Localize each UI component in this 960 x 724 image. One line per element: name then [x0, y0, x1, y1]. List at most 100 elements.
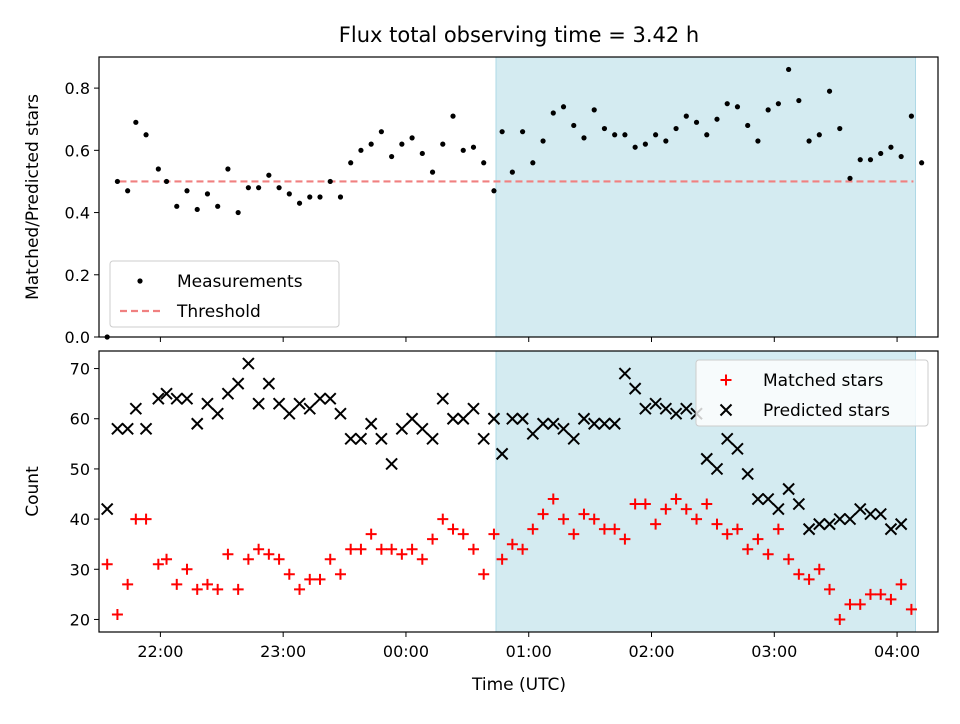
legend: Measurements Threshold — [109, 260, 340, 328]
data-point — [385, 457, 398, 471]
data-point — [826, 88, 833, 94]
data-point — [125, 188, 131, 194]
data-point — [242, 553, 254, 565]
legend-box — [695, 359, 929, 427]
highlight-span — [495, 56, 916, 338]
data-point — [782, 482, 795, 496]
legend-swatch — [137, 278, 143, 284]
plot-frame — [98, 56, 939, 338]
data-point — [506, 538, 518, 550]
data-point — [447, 523, 459, 535]
data-point — [854, 598, 866, 610]
data-point — [121, 422, 134, 435]
data-point — [375, 543, 387, 555]
data-point — [680, 402, 693, 415]
data-point — [263, 548, 275, 560]
data-point — [673, 125, 679, 132]
data-point — [409, 135, 415, 141]
data-point — [101, 558, 113, 570]
data-point — [527, 523, 539, 535]
data-point — [460, 147, 466, 153]
series-measurements — [104, 66, 925, 340]
data-point — [783, 553, 795, 565]
data-point — [467, 543, 479, 555]
data-point — [114, 178, 121, 185]
y-tick-label: 0.8 — [65, 79, 90, 98]
data-point — [581, 135, 587, 141]
data-point — [211, 407, 224, 420]
data-point — [878, 150, 884, 157]
data-point — [530, 160, 536, 166]
data-point — [608, 417, 621, 430]
data-point — [344, 432, 357, 446]
data-point — [201, 578, 213, 590]
data-point — [368, 141, 374, 147]
legend-swatch — [720, 374, 732, 386]
data-point — [191, 583, 203, 595]
data-point — [683, 113, 689, 119]
data-point — [765, 107, 771, 113]
data-point — [496, 553, 508, 565]
data-point — [731, 442, 744, 456]
data-point — [389, 153, 395, 160]
data-point — [324, 392, 337, 405]
data-point — [710, 462, 724, 476]
data-point — [429, 169, 436, 175]
data-point — [711, 518, 723, 530]
data-point — [467, 402, 480, 415]
data-point — [567, 432, 580, 446]
data-point — [160, 387, 173, 400]
data-point — [457, 412, 470, 425]
data-point — [184, 188, 190, 194]
data-point — [632, 144, 638, 150]
data-point — [847, 175, 853, 181]
data-point — [155, 166, 161, 172]
data-point — [499, 129, 505, 135]
y-tick-label: 40 — [70, 510, 90, 529]
data-point — [663, 138, 669, 144]
chart-title: Flux total observing time = 3.42 h — [339, 23, 699, 47]
data-point — [898, 153, 904, 160]
data-point — [700, 452, 713, 466]
data-point — [286, 191, 292, 197]
data-point — [416, 422, 429, 435]
data-point — [598, 417, 611, 430]
series-matched-stars — [101, 493, 917, 625]
data-point — [303, 402, 316, 415]
data-point — [375, 432, 388, 446]
data-point — [180, 392, 194, 405]
data-point — [161, 553, 173, 565]
data-point — [426, 432, 439, 446]
x-tick-label: 22:00 — [137, 642, 183, 661]
data-point — [365, 528, 377, 540]
data-point — [540, 138, 546, 144]
y-tick-label: 0.0 — [65, 328, 90, 347]
data-point — [272, 397, 286, 410]
y-axis-label: Count — [23, 466, 43, 517]
data-point — [888, 144, 894, 150]
data-point — [304, 573, 316, 585]
data-point — [440, 141, 446, 147]
data-point — [293, 397, 306, 410]
data-point — [622, 132, 628, 138]
data-point — [221, 387, 235, 400]
data-point — [129, 402, 143, 415]
data-point — [741, 467, 754, 481]
data-point — [457, 528, 469, 540]
data-point — [266, 172, 272, 178]
data-point — [519, 129, 526, 135]
plot-frame — [98, 350, 939, 633]
data-point — [478, 568, 490, 580]
data-point — [721, 528, 733, 540]
y-tick-label: 60 — [70, 410, 90, 429]
data-point — [436, 392, 449, 405]
data-point — [659, 402, 673, 415]
data-point — [669, 407, 683, 420]
data-point — [775, 101, 781, 107]
data-point — [355, 543, 367, 555]
data-point — [122, 578, 134, 590]
data-point — [560, 104, 567, 110]
data-point — [276, 185, 282, 191]
data-point — [139, 422, 153, 435]
data-point — [653, 132, 659, 138]
